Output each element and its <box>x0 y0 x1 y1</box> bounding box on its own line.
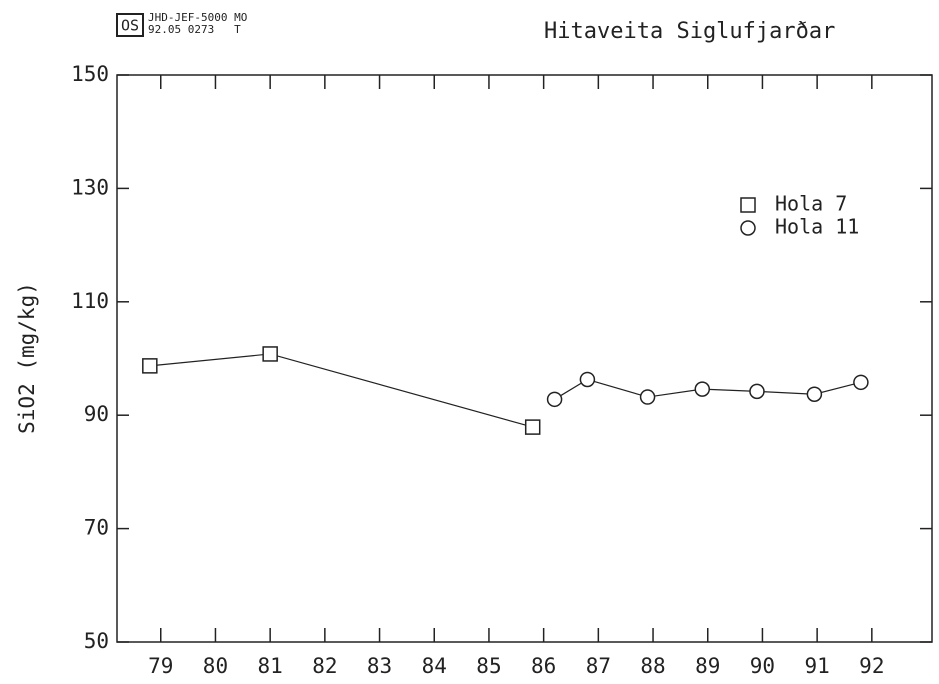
x-tick-label: 85 <box>476 654 501 678</box>
marker <box>524 419 541 435</box>
x-tick-label: 92 <box>859 654 884 678</box>
x-tick-label: 83 <box>367 654 392 678</box>
header-ref: 92.05 0273 T <box>148 23 241 36</box>
marker <box>694 381 711 397</box>
y-axis-label: SiO2 (mg/kg) <box>15 282 39 434</box>
plot-frame <box>116 74 933 643</box>
x-tick-label: 88 <box>640 654 665 678</box>
chart-title: Hitaveita Siglufjarðar <box>544 19 835 44</box>
marker <box>142 358 158 374</box>
legend-marker <box>740 220 756 236</box>
marker <box>749 383 765 400</box>
logo: OS <box>121 17 139 35</box>
marker <box>639 389 656 405</box>
y-tick-label: 90 <box>84 402 109 426</box>
legend-label: Hola 7 <box>775 192 847 216</box>
x-tick-label: 87 <box>586 654 611 678</box>
y-tick-label: 150 <box>71 62 109 86</box>
legend-marker <box>740 197 756 213</box>
marker <box>806 386 823 402</box>
marker <box>853 374 869 391</box>
x-tick-label: 82 <box>312 654 337 678</box>
marker <box>262 346 278 362</box>
series-line <box>149 353 533 428</box>
header-code: JHD-JEF-5000 MO <box>148 11 247 24</box>
x-tick-label: 89 <box>695 654 720 678</box>
marker <box>546 391 563 408</box>
y-tick-label: 50 <box>84 629 109 653</box>
y-tick-label: 110 <box>71 289 109 313</box>
x-tick-label: 86 <box>531 654 556 678</box>
legend-label: Hola 11 <box>775 215 859 239</box>
x-tick-label: 84 <box>422 654 447 678</box>
y-tick-label: 70 <box>84 516 109 540</box>
logo-box <box>116 13 144 37</box>
x-tick-label: 81 <box>258 654 283 678</box>
y-tick-label: 130 <box>71 175 109 199</box>
x-tick-label: 80 <box>203 654 228 678</box>
x-tick-label: 91 <box>804 654 829 678</box>
x-tick-label: 90 <box>750 654 775 678</box>
marker <box>579 371 596 388</box>
x-tick-label: 79 <box>148 654 173 678</box>
